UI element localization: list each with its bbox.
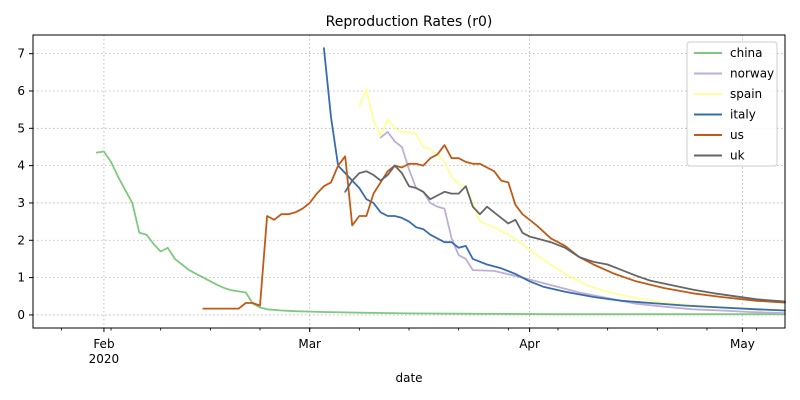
legend-label-norway: norway: [730, 67, 774, 81]
y-tick-label: 4: [17, 159, 25, 173]
y-tick-label: 3: [17, 196, 25, 210]
y-tick-label: 7: [17, 47, 25, 61]
series-line-us: [202, 144, 786, 310]
legend-box: [686, 41, 778, 167]
x-tick-label: Apr: [519, 337, 540, 351]
x-tick-sublabel: 2020: [89, 352, 120, 366]
legend-label-uk: uk: [730, 149, 745, 163]
series-line-china: [95, 150, 786, 316]
legend-label-china: china: [730, 46, 763, 60]
legend-label-spain: spain: [730, 87, 762, 101]
y-tick-label: 2: [17, 233, 25, 247]
series-line-uk: [344, 164, 786, 303]
x-tick-label: Feb: [93, 337, 114, 351]
y-tick-label: 5: [17, 121, 25, 135]
y-tick-label: 6: [17, 84, 25, 98]
series-line-norway: [379, 131, 786, 315]
x-tick-label: Mar: [298, 337, 321, 351]
x-axis-label: date: [395, 371, 422, 385]
series-layer: [95, 47, 786, 316]
y-tick-label: 1: [17, 271, 25, 285]
chart-title: Reproduction Rates (r0): [326, 14, 493, 30]
legend: china norway spain italy us uk: [686, 41, 778, 167]
y-tick-label: 0: [17, 308, 25, 322]
grid-layer: [33, 35, 785, 328]
x-tick-label: May: [730, 337, 755, 351]
series-line-italy: [322, 47, 786, 312]
legend-label-us: us: [730, 128, 744, 142]
legend-label-italy: italy: [730, 108, 756, 122]
